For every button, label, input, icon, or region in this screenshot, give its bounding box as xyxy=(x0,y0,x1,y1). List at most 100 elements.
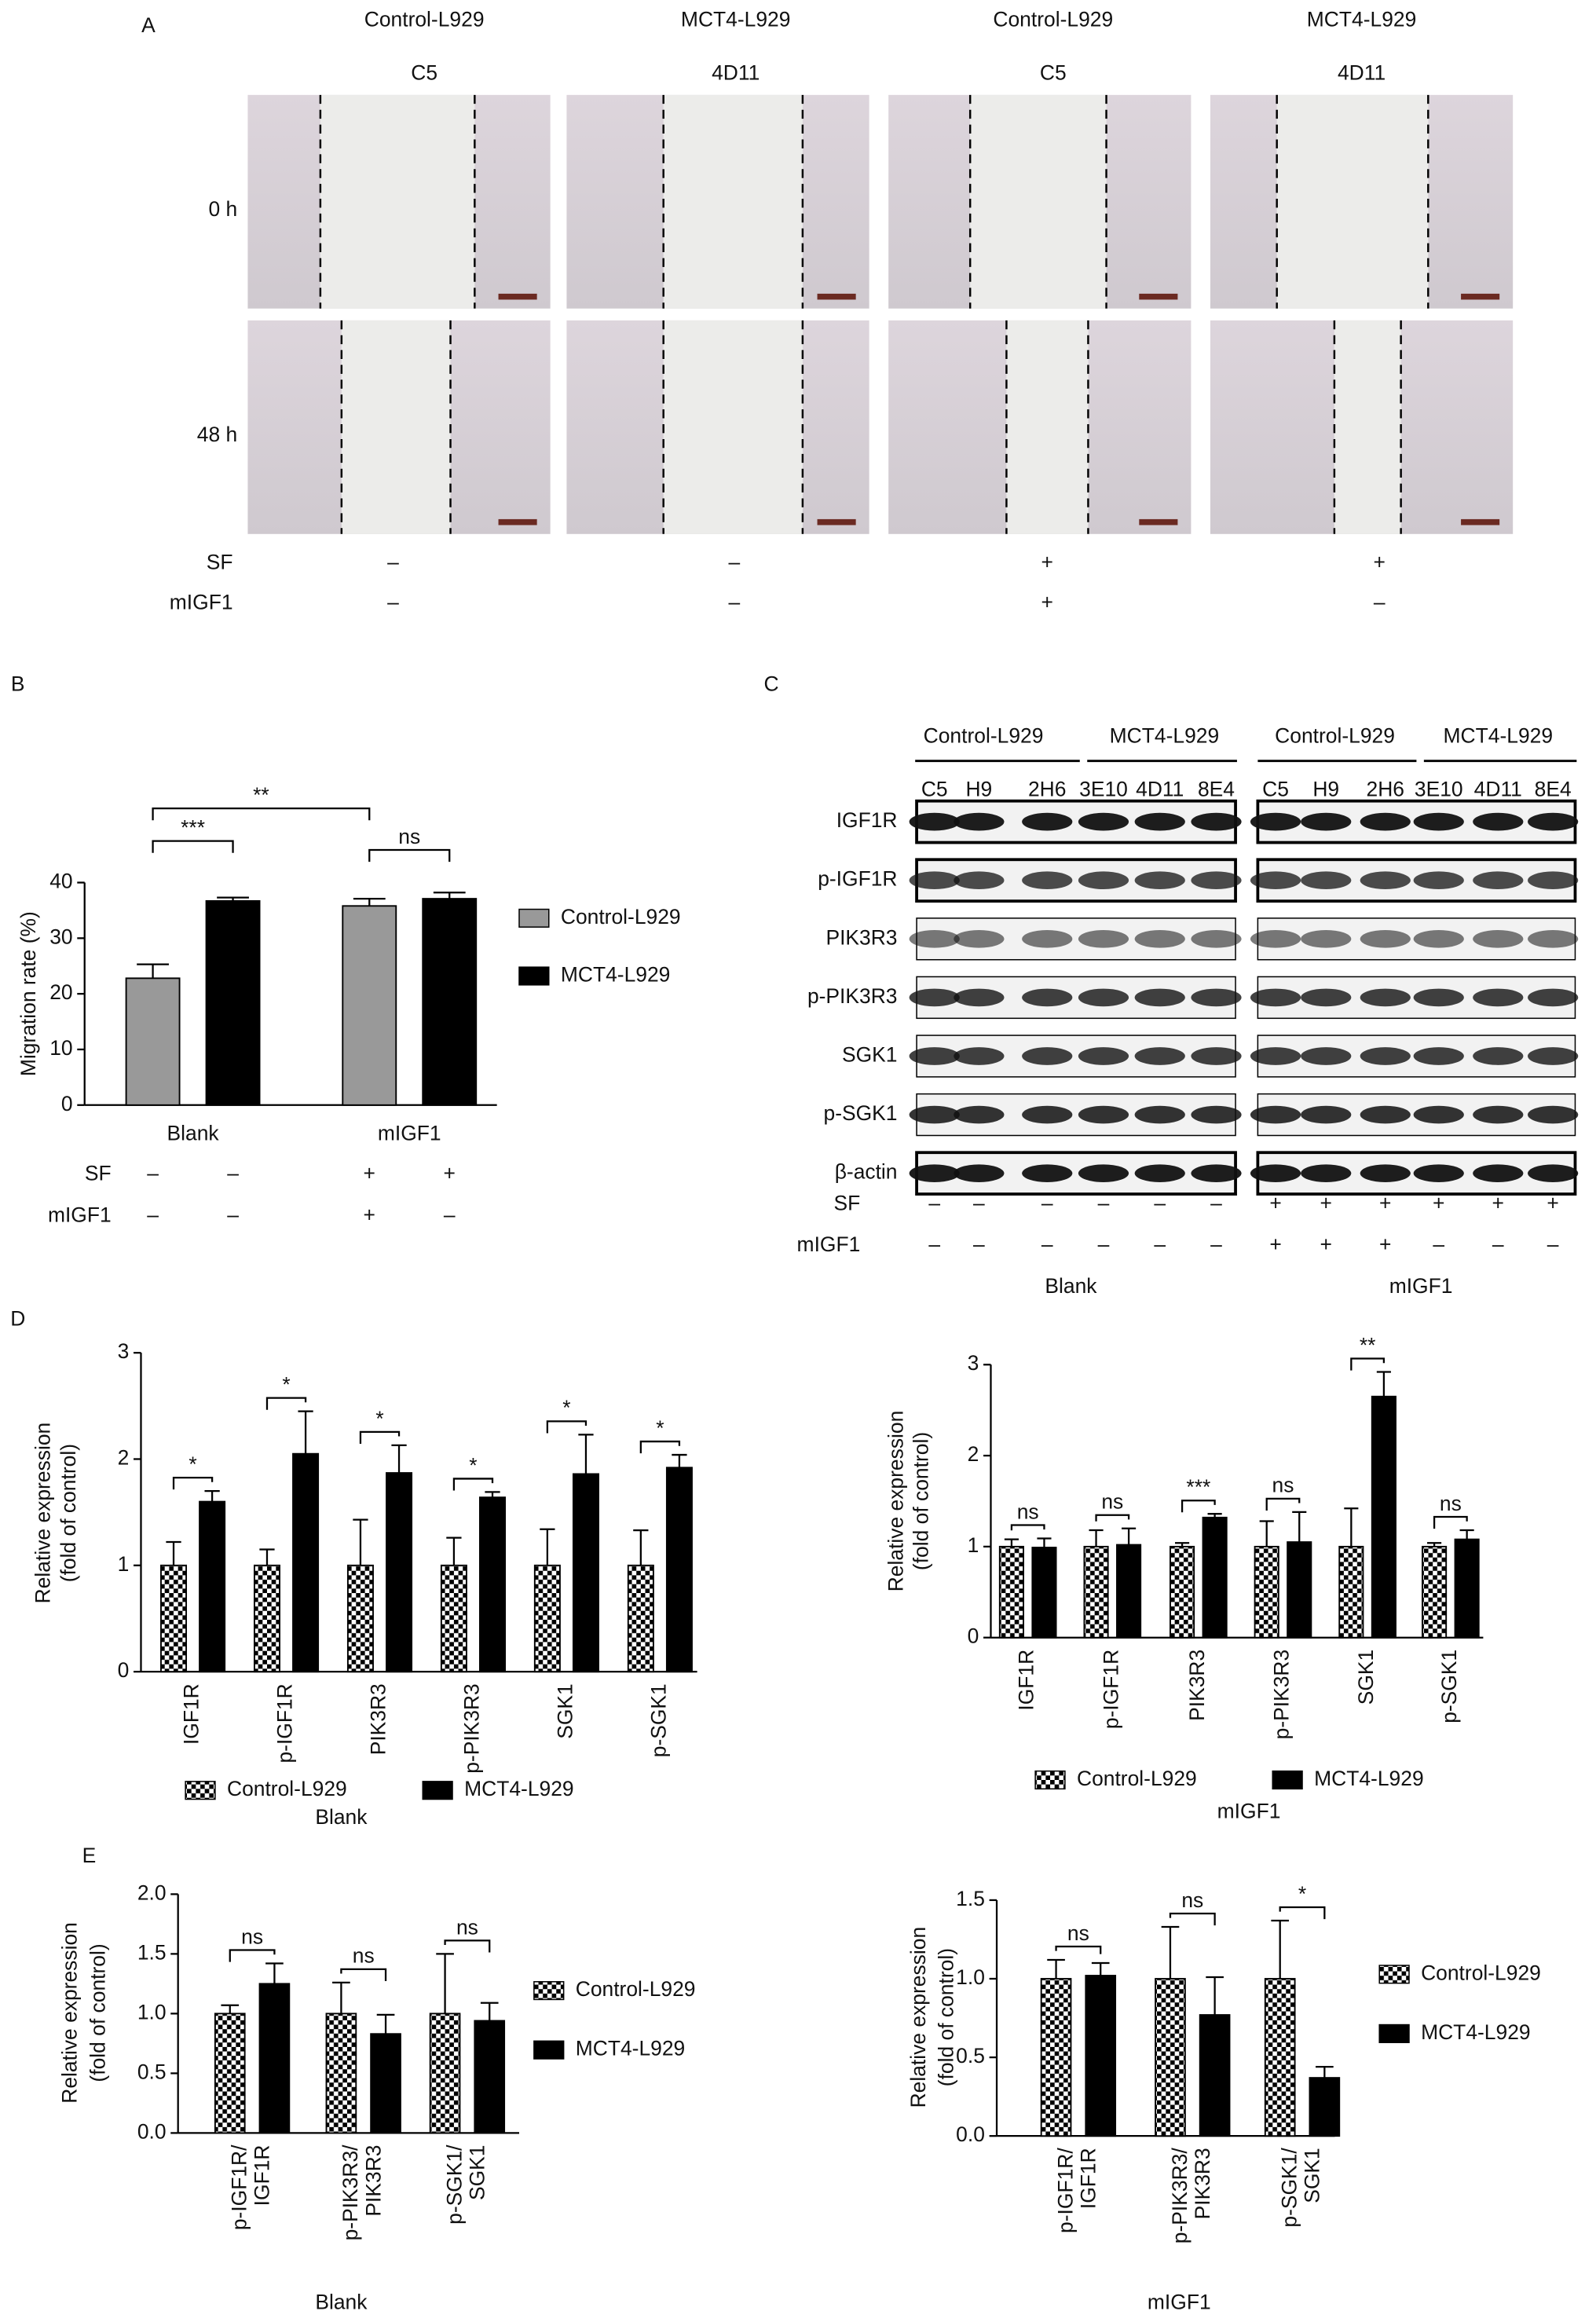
bar xyxy=(1199,2014,1231,2137)
bar xyxy=(1085,1975,1117,2137)
wound-gap xyxy=(341,320,451,534)
wound-gap xyxy=(320,94,475,309)
x-tick-label: mIGF1 xyxy=(378,1122,441,1145)
treatment-symbol: – xyxy=(1098,1191,1110,1214)
treatment-symbol: + xyxy=(1433,1191,1444,1214)
band xyxy=(1191,871,1242,890)
band xyxy=(1528,1047,1579,1065)
x-tick-label: SGK1 xyxy=(553,1683,577,1739)
band xyxy=(1301,988,1352,1007)
treatment-symbol: – xyxy=(1374,591,1386,614)
significance-bracket xyxy=(639,1440,681,1454)
band xyxy=(1022,988,1073,1007)
error-bar xyxy=(672,1453,687,1468)
y-axis-label: (fold of control) xyxy=(57,1444,80,1582)
band xyxy=(1078,988,1129,1007)
x-tick-label: Blank xyxy=(167,1122,220,1145)
bar xyxy=(253,1564,280,1673)
band xyxy=(1360,1047,1411,1065)
panel-label: C xyxy=(763,672,778,695)
band xyxy=(1250,871,1301,890)
treatment-symbol: – xyxy=(1154,1191,1166,1214)
treatment-symbol: – xyxy=(1098,1232,1110,1256)
error-bar xyxy=(376,2013,395,2034)
error-bar xyxy=(166,1540,181,1566)
y-tick-label: 0 xyxy=(968,1624,979,1648)
error-bar xyxy=(1459,1529,1474,1540)
x-tick-label: PIK3R3 xyxy=(366,1683,390,1755)
x-tick-label: IGF1R xyxy=(180,1683,203,1745)
treatment-symbol: + xyxy=(1379,1232,1391,1256)
error-bar xyxy=(1344,1507,1359,1547)
y-tick-label: 3 xyxy=(118,1339,130,1363)
band xyxy=(1250,1164,1301,1182)
error-bar xyxy=(1206,1976,1224,2016)
legend-swatch xyxy=(533,2040,565,2060)
band xyxy=(1250,812,1301,831)
error-bar xyxy=(353,897,386,906)
bar xyxy=(199,1500,226,1673)
band xyxy=(954,988,1005,1007)
y-tick-label: 1.5 xyxy=(956,1887,985,1910)
band xyxy=(954,871,1005,890)
treatment-symbol: – xyxy=(728,591,740,614)
x-tick-label: p-SGK1 xyxy=(646,1683,670,1757)
legend-label: Control-L929 xyxy=(561,905,681,928)
error-bar xyxy=(1091,1961,1110,1976)
band xyxy=(1022,1164,1073,1182)
band xyxy=(1022,1047,1073,1065)
significance-label: * xyxy=(469,1453,477,1477)
protein-label: p-IGF1R xyxy=(818,867,897,891)
lane-label: C5 xyxy=(1262,777,1289,800)
band xyxy=(1473,1105,1524,1124)
treatment-name: mIGF1 xyxy=(797,1232,861,1256)
error-bar xyxy=(1161,1925,1180,1980)
bar xyxy=(533,1564,561,1673)
error-bar xyxy=(217,896,249,901)
wound-gap xyxy=(663,320,803,534)
protein-label: p-PIK3R3 xyxy=(807,984,898,1008)
error-bar xyxy=(1259,1520,1274,1547)
scale-bar xyxy=(817,293,856,300)
treatment-symbol: – xyxy=(1210,1232,1222,1256)
significance-bracket xyxy=(452,1478,494,1491)
bar xyxy=(292,1452,320,1673)
significance-label: ns xyxy=(1067,1921,1089,1945)
significance-label: ns xyxy=(1181,1888,1203,1912)
bar xyxy=(1371,1395,1396,1639)
significance-bracket xyxy=(1265,1497,1301,1511)
band xyxy=(1134,988,1185,1007)
treatment-symbol: – xyxy=(1547,1232,1559,1256)
band xyxy=(1301,1105,1352,1124)
lane-label: 4D11 xyxy=(1136,777,1184,800)
band xyxy=(1022,871,1073,890)
band xyxy=(1250,988,1301,1007)
band xyxy=(1473,988,1524,1007)
y-tick-label: 40 xyxy=(49,870,72,893)
wound-gap xyxy=(1334,320,1401,534)
error-bar xyxy=(1037,1537,1052,1548)
error-bar xyxy=(1175,1542,1190,1547)
band xyxy=(909,988,960,1007)
band xyxy=(1473,1164,1524,1182)
group-label: Control-L929 xyxy=(1275,723,1395,747)
band xyxy=(1528,988,1579,1007)
y-axis-label: Relative expression xyxy=(884,1411,908,1592)
treatment-symbol: – xyxy=(1041,1191,1053,1214)
band xyxy=(1528,1164,1579,1182)
bar xyxy=(1202,1516,1228,1639)
treatment-symbol: – xyxy=(147,1203,159,1226)
wound-gap xyxy=(1006,320,1089,534)
y-tick-label: 1.5 xyxy=(137,1940,167,1964)
lane-label: 8E4 xyxy=(1535,777,1572,800)
bar xyxy=(1338,1545,1364,1639)
x-tick-label: p-IGF1R xyxy=(1099,1650,1122,1729)
x-tick-label: IGF1R xyxy=(1015,1650,1038,1711)
column-line: MCT4-L929 xyxy=(681,7,791,31)
panel-label: B xyxy=(11,672,25,695)
scale-bar xyxy=(1139,293,1178,300)
band xyxy=(1528,871,1579,890)
bar xyxy=(325,2013,357,2134)
x-tick-label: p-IGF1R/IGF1R xyxy=(228,2144,274,2230)
protein-label: SGK1 xyxy=(842,1042,898,1066)
